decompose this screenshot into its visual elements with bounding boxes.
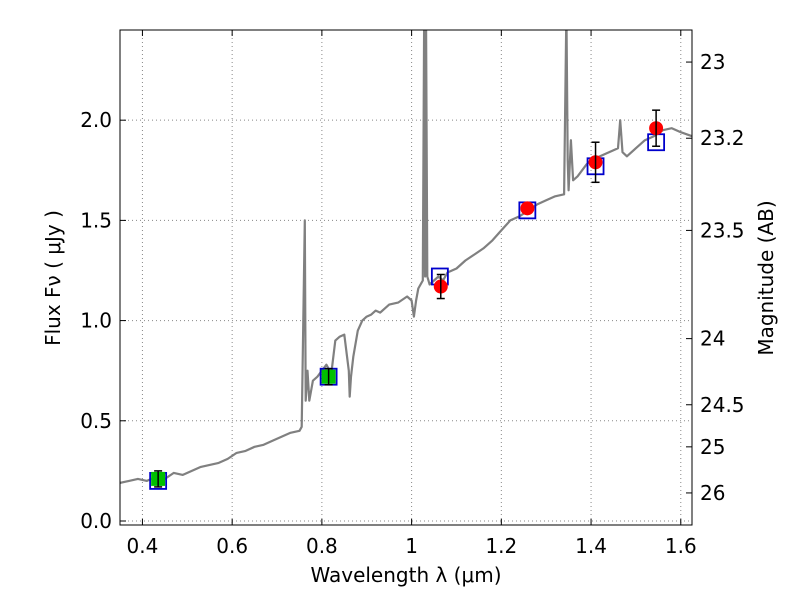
y-tick-label: 2.0 xyxy=(80,108,112,132)
y-tick-label: 1.0 xyxy=(80,309,112,333)
y2-tick-label: 24 xyxy=(700,327,725,351)
x-tick-label: 1.2 xyxy=(485,534,517,558)
x-tick-label: 0.4 xyxy=(127,534,159,558)
y2-tick-label: 26 xyxy=(700,481,725,505)
y2-tick-label: 25 xyxy=(700,435,725,459)
x-tick-label: 1.4 xyxy=(575,534,607,558)
observed-point-marker xyxy=(520,201,535,216)
plot-frame xyxy=(119,29,693,526)
spectrum-line xyxy=(120,30,692,484)
y2-tick-label: 23 xyxy=(700,50,725,74)
y-tick-label: 0.5 xyxy=(80,409,112,433)
y2-axis-title: Magnitude (AB) xyxy=(754,200,778,355)
x-tick-label: 1 xyxy=(405,534,418,558)
tick-labels: 0.4 0.6 0.8 1 1.2 1.4 1.6 0.0 0.5 1.0 1.5 2.0 23 23.2… xyxy=(80,50,744,558)
x-tick-label: 0.6 xyxy=(216,534,248,558)
x-tick-label: 0.8 xyxy=(306,534,338,558)
x-tick-label: 1.6 xyxy=(665,534,697,558)
tick-marks xyxy=(120,30,692,525)
y2-tick-label: 23.2 xyxy=(700,126,745,150)
y-tick-label: 1.5 xyxy=(80,208,112,232)
y2-tick-label: 23.5 xyxy=(700,218,745,242)
grid-lines xyxy=(120,30,692,525)
y2-tick-label: 24.5 xyxy=(700,393,745,417)
x-axis-title: Wavelength λ (μm) xyxy=(310,563,501,587)
y-tick-label: 0.0 xyxy=(80,509,112,533)
series-layer xyxy=(120,30,692,490)
y-axis-title: Flux Fν ( μJy ) xyxy=(41,210,65,346)
